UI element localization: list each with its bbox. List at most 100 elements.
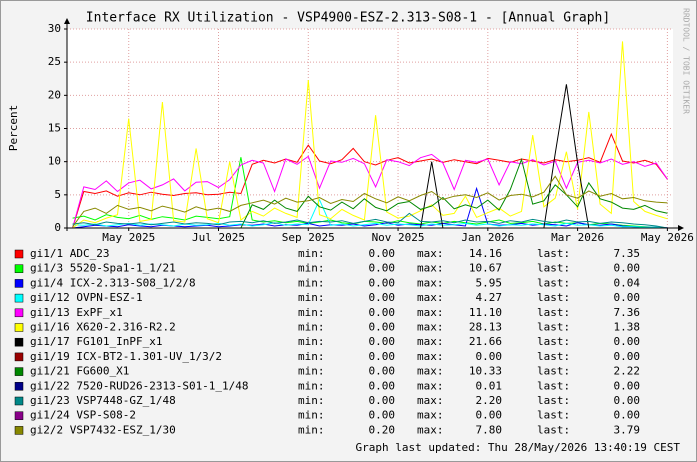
legend-swatch — [14, 382, 24, 391]
stat-min: 0.00 — [369, 365, 396, 378]
stat-label: last: — [537, 394, 570, 407]
stat-last: 2.22 — [614, 365, 641, 378]
stat-max: 0.00 — [476, 350, 503, 363]
stat-min: 0.00 — [369, 379, 396, 392]
stat-min: 0.00 — [369, 247, 396, 260]
stat-min: 0.00 — [369, 276, 396, 289]
stat-label: last: — [537, 306, 570, 319]
legend-label: gi1/21 FG600_X1 — [30, 365, 129, 378]
legend-label: gi1/3 5520-Spa1-1_1/21 — [30, 262, 176, 275]
stat-max: 5.95 — [476, 276, 503, 289]
legend-swatch — [14, 426, 24, 435]
y-axis-label: Percent — [7, 105, 20, 151]
stat-last: 0.04 — [614, 276, 641, 289]
stat-last: 1.38 — [614, 321, 641, 334]
stat-last: 7.35 — [614, 247, 641, 260]
y-tick-label: 0 — [54, 221, 61, 234]
legend-swatch — [14, 308, 24, 318]
grid-layer — [67, 28, 673, 229]
stat-label: max: — [417, 276, 444, 289]
stat-label: min: — [298, 365, 325, 378]
y-tick-label: 20 — [48, 88, 61, 101]
axes-layer: 0 5 10 15 20 25 30 May 2025 Jul 2025 Sep 2025 Nov … — [48, 18, 694, 244]
x-tick-label: Mar 2026 — [551, 231, 604, 244]
y-tick-label: 10 — [48, 155, 61, 168]
stat-label: max: — [417, 306, 444, 319]
chart-title: Interface RX Utilization - VSP4900-ESZ-2… — [86, 11, 610, 26]
legend-swatch — [14, 337, 24, 347]
stat-min: 0.00 — [369, 394, 396, 407]
legend-swatch — [14, 367, 24, 376]
legend-label: gi1/24 VSP-S08-2 — [30, 409, 136, 422]
stat-max: 21.66 — [469, 335, 502, 348]
stat-last: 0.00 — [614, 291, 641, 304]
stat-last: 0.00 — [614, 262, 641, 275]
stat-label: max: — [417, 262, 444, 275]
stat-max: 7.80 — [476, 423, 503, 436]
stat-min: 0.20 — [369, 423, 396, 436]
watermark: RRDTOOL / TOBI OETIKER — [682, 8, 691, 114]
stat-min: 0.00 — [369, 335, 396, 348]
series-line — [72, 153, 668, 229]
stat-max: 2.20 — [476, 394, 503, 407]
legend-label: gi1/23 VSP7448-GZ_1/48 — [30, 394, 176, 407]
legend: gi1/1 ADC_23 min: 0.00 max: 14.16 last: 7.35 gi… — [14, 247, 641, 436]
stat-min: 0.00 — [369, 262, 396, 275]
stat-max: 10.33 — [469, 365, 502, 378]
legend-label: gi1/19 ICX-BT2-1.301-UV_1/3/2 — [30, 350, 222, 363]
legend-label: gi1/22 7520-RUD26-2313-S01-1_1/48 — [30, 379, 249, 392]
x-tick-label: Jul 2025 — [192, 231, 245, 244]
series-line — [72, 198, 668, 229]
series-line — [72, 212, 668, 229]
legend-swatch — [14, 264, 24, 273]
stat-last: 3.79 — [614, 423, 641, 436]
legend-label: gi1/12 OVPN-ESZ-1 — [30, 291, 143, 304]
stat-last: 0.00 — [614, 409, 641, 422]
stat-label: min: — [298, 350, 325, 363]
stat-label: min: — [298, 247, 325, 260]
series-line — [72, 175, 668, 227]
stat-label: last: — [537, 276, 570, 289]
stat-last: 7.36 — [614, 306, 641, 319]
legend-label: gi1/16 X620-2.316-R2.2 — [30, 321, 176, 334]
stat-label: min: — [298, 423, 325, 436]
legend-label: gi1/13 ExPF_x1 — [30, 306, 123, 319]
stat-label: max: — [417, 350, 444, 363]
x-tick-label: May 2026 — [641, 231, 694, 244]
stat-label: last: — [537, 291, 570, 304]
stat-max: 0.00 — [476, 409, 503, 422]
legend-label: gi2/2 VSP7432-ESZ_1/30 — [30, 423, 176, 436]
stat-label: max: — [417, 291, 444, 304]
stat-label: last: — [537, 365, 570, 378]
stat-label: max: — [417, 335, 444, 348]
legend-swatch — [14, 323, 24, 332]
legend-swatch — [14, 396, 24, 406]
stat-max: 14.16 — [469, 247, 502, 260]
stat-label: min: — [298, 262, 325, 275]
stat-label: last: — [537, 335, 570, 348]
stat-label: min: — [298, 306, 325, 319]
y-tick-label: 30 — [48, 22, 61, 35]
stat-max: 4.27 — [476, 291, 503, 304]
stat-label: max: — [417, 379, 444, 392]
stat-max: 28.13 — [469, 321, 502, 334]
legend-label: gi1/1 ADC_23 — [30, 247, 109, 260]
stat-label: max: — [417, 423, 444, 436]
stat-label: min: — [298, 394, 325, 407]
legend-swatch — [14, 293, 24, 303]
footer: Graph last updated: Thu 28/May/2026 13:4… — [355, 441, 680, 454]
stat-label: last: — [537, 350, 570, 363]
stat-label: last: — [537, 262, 570, 275]
stat-min: 0.00 — [369, 409, 396, 422]
stat-last: 0.00 — [614, 335, 641, 348]
stat-label: max: — [417, 365, 444, 378]
stat-max: 10.67 — [469, 262, 502, 275]
legend-swatch — [14, 411, 24, 420]
stat-max: 11.10 — [469, 306, 502, 319]
y-axis-arrow — [64, 18, 70, 24]
stat-label: last: — [537, 409, 570, 422]
stat-label: last: — [537, 379, 570, 392]
stat-label: min: — [298, 379, 325, 392]
legend-swatch — [14, 279, 24, 288]
